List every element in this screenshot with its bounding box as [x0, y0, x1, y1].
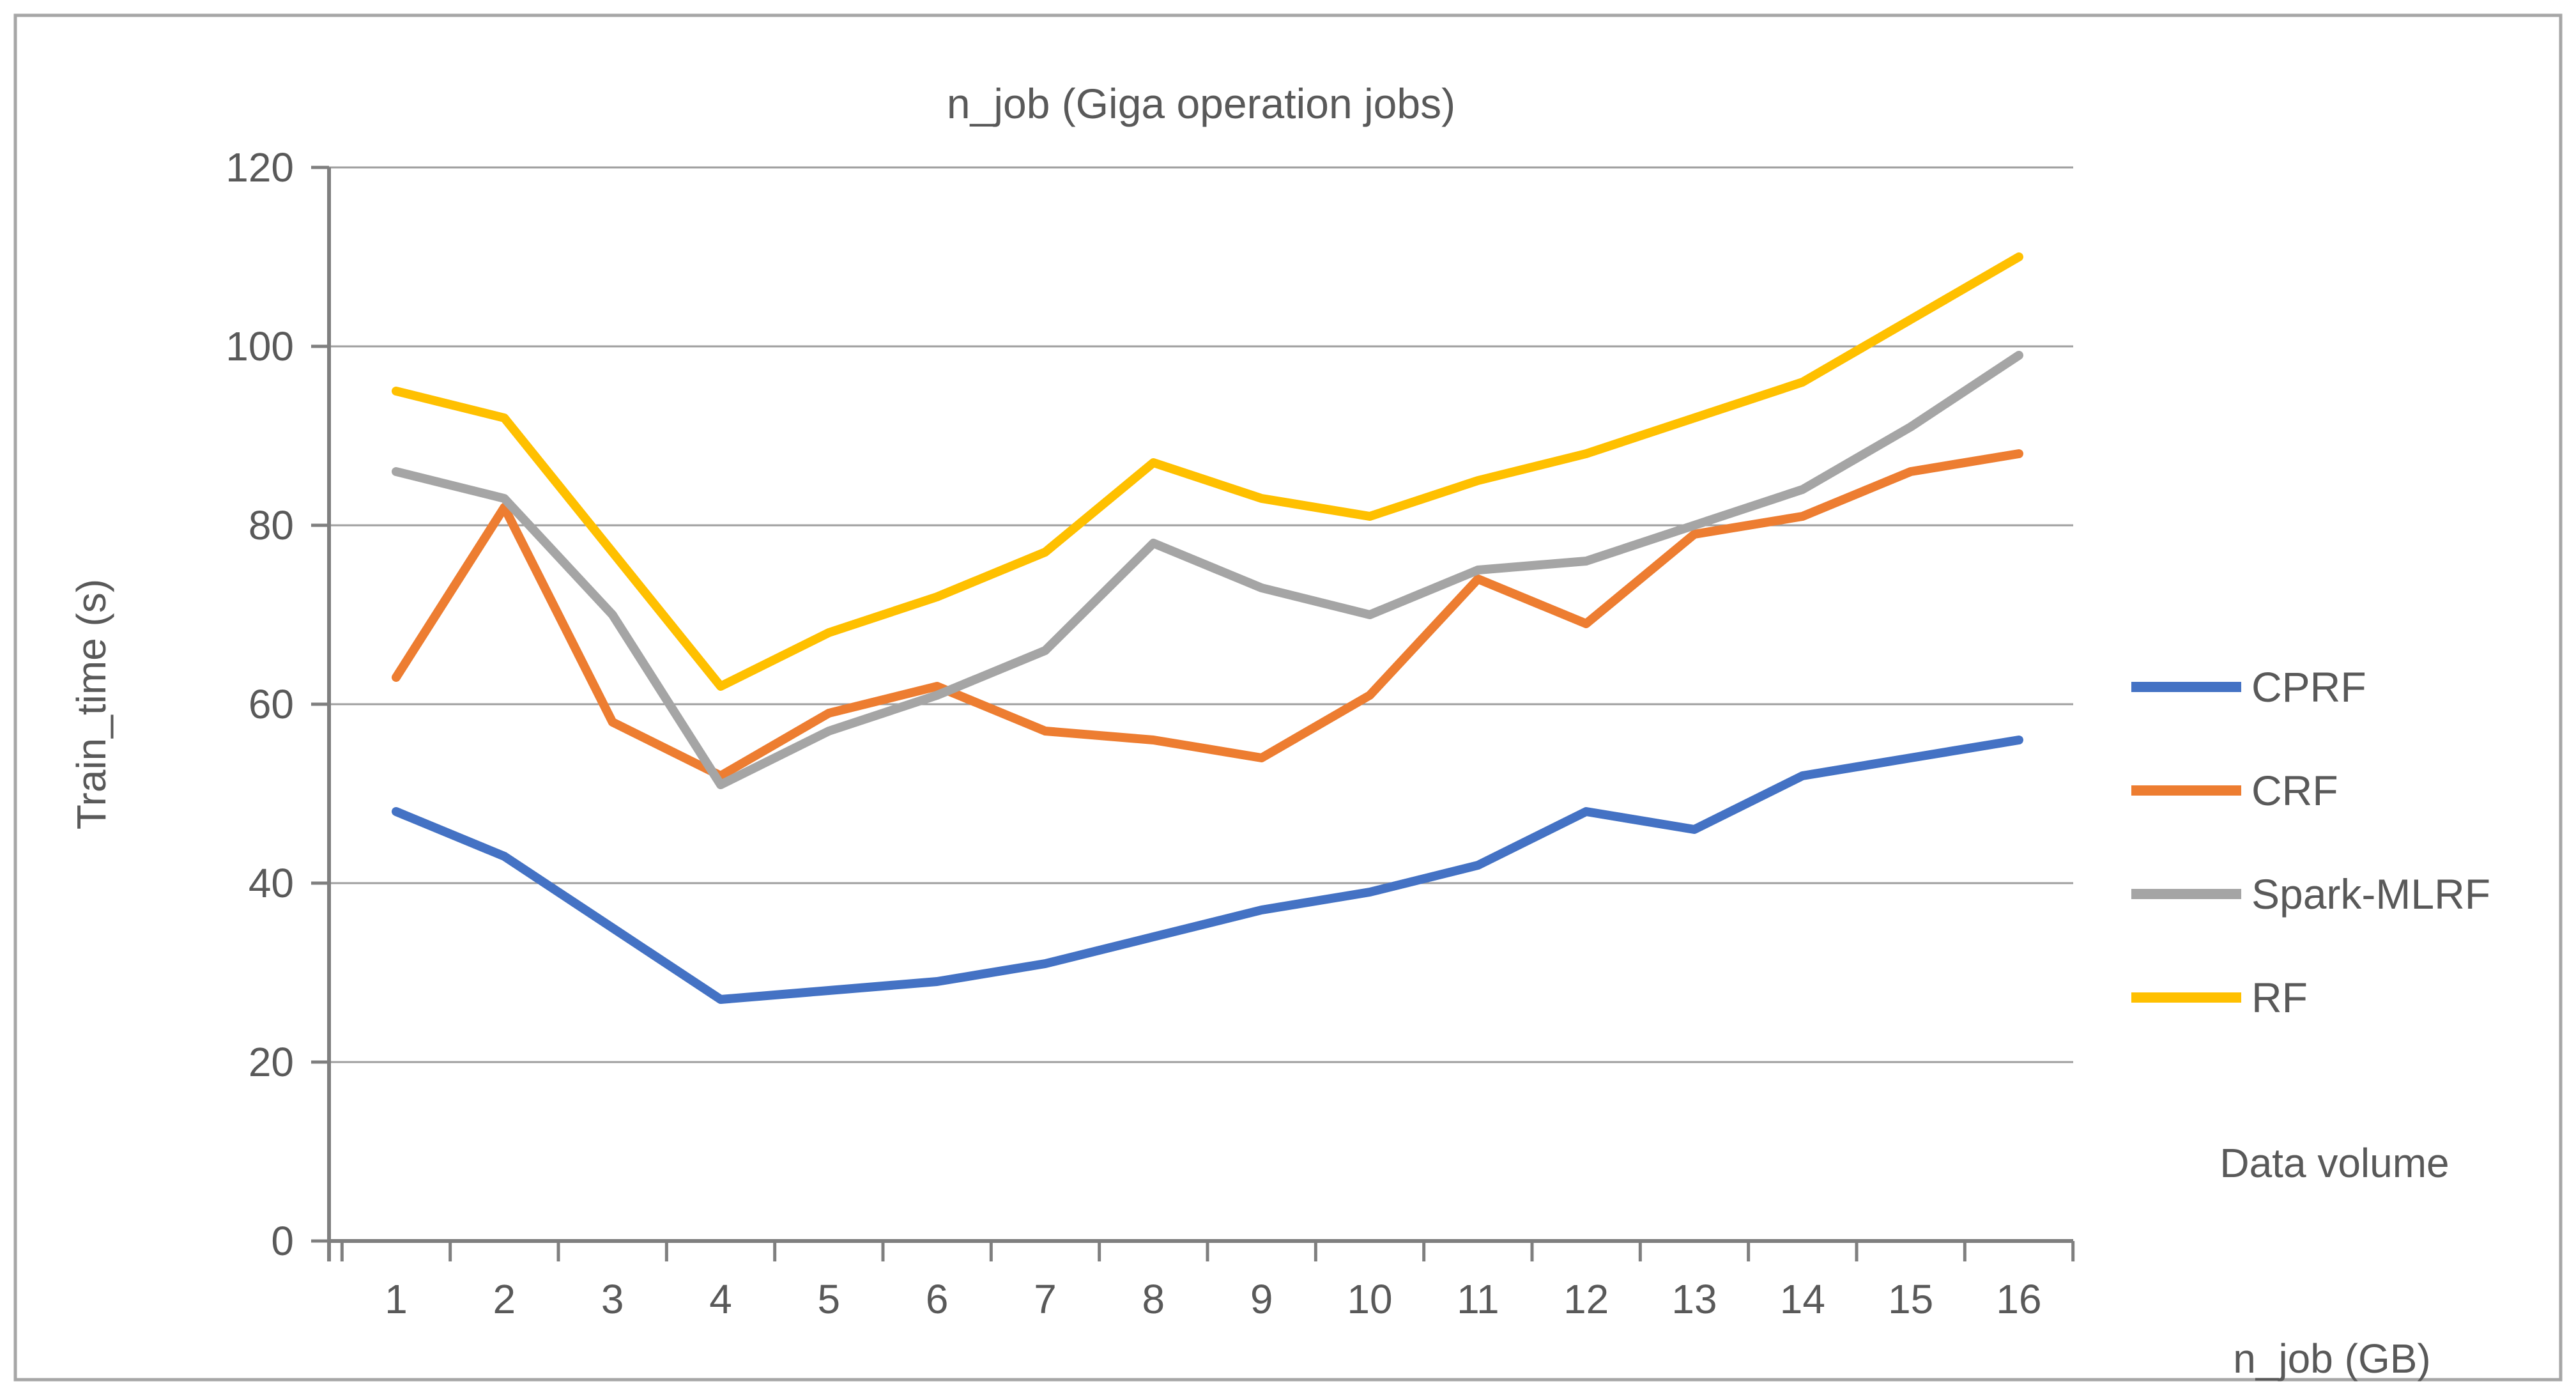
x-tick-label-9: 9 [1250, 1276, 1273, 1322]
data-series [392, 252, 2023, 1004]
x-tick-label-1: 1 [385, 1276, 408, 1322]
series-line-rf [392, 252, 2023, 691]
legend-item-cprf: CPRF [2131, 663, 2366, 711]
legend-item-spark-mlrf: Spark-MLRF [2131, 870, 2490, 918]
legend-label-spark-mlrf: Spark-MLRF [2251, 870, 2490, 918]
x-tick-label-8: 8 [1142, 1276, 1165, 1322]
x-tick-label-15: 15 [1888, 1276, 1933, 1322]
y-tick-label-60: 60 [249, 681, 294, 727]
chart-title: n_job (Giga operation jobs) [947, 80, 1455, 127]
x-tick-label-3: 3 [601, 1276, 624, 1322]
x-tick-label-13: 13 [1671, 1276, 1717, 1322]
legend-item-rf: RF [2131, 974, 2308, 1021]
series-line-spark-mlrf [392, 351, 2023, 789]
image-border [13, 13, 2563, 1382]
x-tick-label-14: 14 [1780, 1276, 1825, 1322]
y-axis-tick-labels: 0 20 40 60 80 100 120 [226, 144, 294, 1264]
x-tick-label-4: 4 [709, 1276, 732, 1322]
x-tick-label-7: 7 [1034, 1276, 1057, 1322]
gridlines [329, 166, 2073, 1063]
legend-label-crf: CRF [2251, 767, 2338, 814]
x-tick-label-16: 16 [1996, 1276, 2041, 1322]
legend: CPRF CRF Spark-MLRF RF [2131, 663, 2490, 1021]
data-volume-label: Data volume [2220, 1140, 2449, 1186]
legend-label-rf: RF [2251, 974, 2308, 1021]
y-tick-label-100: 100 [226, 323, 294, 369]
x-tick-label-12: 12 [1563, 1276, 1609, 1322]
y-tick-label-40: 40 [249, 860, 294, 906]
x-tick-label-5: 5 [818, 1276, 841, 1322]
y-tick-label-80: 80 [249, 502, 294, 548]
y-tick-label-0: 0 [271, 1218, 294, 1264]
x-tick-label-2: 2 [493, 1276, 516, 1322]
legend-item-crf: CRF [2131, 767, 2338, 814]
x-tick-label-6: 6 [926, 1276, 949, 1322]
x-axis-tick-labels: 1 2 3 4 5 6 7 8 9 10 11 12 13 14 15 16 [385, 1276, 2041, 1322]
y-axis-title: Train_time (s) [68, 579, 114, 829]
y-tick-label-20: 20 [249, 1039, 294, 1085]
axes [311, 166, 2075, 1261]
legend-label-cprf: CPRF [2251, 663, 2366, 711]
x-tick-label-10: 10 [1347, 1276, 1392, 1322]
series-line-cprf [392, 736, 2023, 1004]
x-axis-unit-label: n_job (GB) [2233, 1336, 2430, 1382]
y-tick-label-120: 120 [226, 144, 294, 190]
series-line-crf [392, 449, 2023, 780]
x-tick-label-11: 11 [1457, 1276, 1499, 1322]
